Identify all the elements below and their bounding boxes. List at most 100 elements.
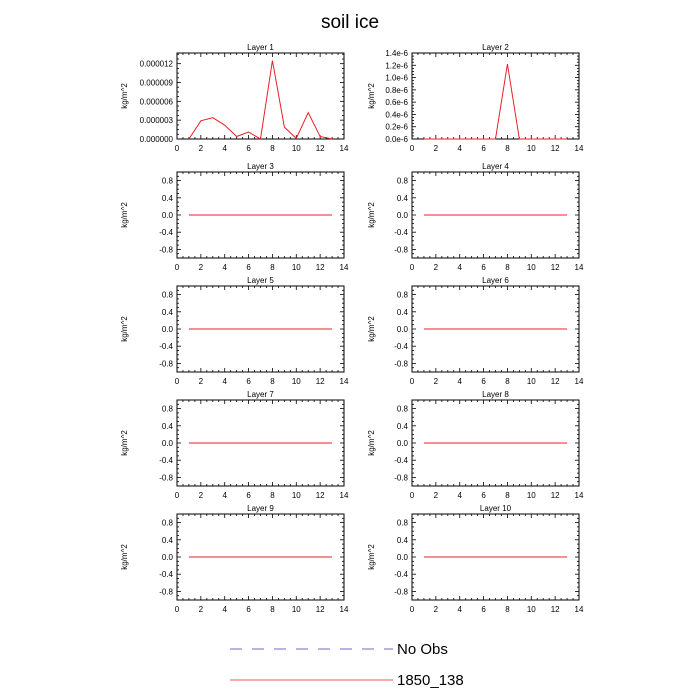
x-tick-label: 8 bbox=[505, 144, 510, 153]
x-tick-label: 8 bbox=[505, 377, 510, 386]
panel-title: Layer 8 bbox=[482, 390, 509, 399]
y-tick-label: -0.4 bbox=[394, 228, 408, 237]
y-tick-label: -0.4 bbox=[394, 342, 408, 351]
x-tick-label: 8 bbox=[270, 377, 275, 386]
y-tick-label: 0.8 bbox=[162, 405, 174, 414]
x-tick-label: 8 bbox=[505, 263, 510, 272]
x-tick-label: 2 bbox=[199, 377, 204, 386]
x-tick-label: 14 bbox=[575, 491, 584, 500]
y-tick-label: 0.8 bbox=[397, 519, 409, 528]
x-tick-label: 8 bbox=[270, 144, 275, 153]
x-tick-label: 2 bbox=[434, 605, 439, 614]
x-tick-label: 4 bbox=[222, 144, 227, 153]
x-tick-label: 14 bbox=[340, 605, 349, 614]
x-tick-label: 6 bbox=[246, 491, 251, 500]
y-tick-label: -0.4 bbox=[159, 342, 173, 351]
series-line bbox=[423, 63, 568, 140]
x-tick-label: 4 bbox=[457, 144, 462, 153]
y-axis-label: kg/m^2 bbox=[120, 544, 129, 570]
y-tick-label: -0.4 bbox=[159, 456, 173, 465]
y-tick-label: 0.2e-6 bbox=[385, 123, 408, 132]
x-tick-label: 10 bbox=[527, 491, 536, 500]
x-tick-label: 12 bbox=[316, 263, 325, 272]
y-tick-label: 0.0 bbox=[397, 439, 409, 448]
x-tick-label: 14 bbox=[340, 491, 349, 500]
x-tick-label: 14 bbox=[575, 377, 584, 386]
y-axis-label: kg/m^2 bbox=[367, 83, 376, 109]
x-tick-label: 8 bbox=[270, 491, 275, 500]
x-tick-label: 4 bbox=[457, 491, 462, 500]
x-tick-label: 4 bbox=[222, 377, 227, 386]
x-tick-label: 12 bbox=[316, 491, 325, 500]
x-tick-label: 0 bbox=[175, 377, 180, 386]
x-tick-label: 6 bbox=[481, 144, 486, 153]
y-tick-label: 0.0 bbox=[162, 325, 174, 334]
x-tick-label: 10 bbox=[292, 605, 301, 614]
x-tick-label: 10 bbox=[292, 377, 301, 386]
y-tick-label: 0.0 bbox=[397, 211, 409, 220]
panel-layer-7: Layer 7 0 2 4 6 8 10 12 14 -0.8 -0.4 0.0 0.4 0.8 kg/m^… bbox=[120, 390, 349, 500]
panel-layer-8: Layer 8 0 2 4 6 8 10 12 14 -0.8 -0.4 0.0 0.4 0.8 kg/m^… bbox=[367, 390, 584, 500]
y-tick-label: 0.0e-6 bbox=[385, 135, 408, 144]
y-axis-label: kg/m^2 bbox=[120, 430, 129, 456]
x-tick-label: 12 bbox=[551, 144, 560, 153]
y-axis-label: kg/m^2 bbox=[367, 202, 376, 228]
x-tick-label: 0 bbox=[410, 491, 415, 500]
y-tick-label: 0.4 bbox=[162, 194, 174, 203]
x-tick-label: 0 bbox=[175, 491, 180, 500]
x-tick-label: 8 bbox=[270, 605, 275, 614]
x-tick-label: 0 bbox=[410, 144, 415, 153]
panel-title: Layer 9 bbox=[247, 504, 274, 513]
panel-title: Layer 2 bbox=[482, 43, 509, 52]
x-tick-label: 0 bbox=[410, 377, 415, 386]
y-tick-label: 1.4e-6 bbox=[385, 49, 408, 58]
x-tick-label: 2 bbox=[434, 491, 439, 500]
x-tick-label: 0 bbox=[410, 263, 415, 272]
y-tick-label: 0.6e-6 bbox=[385, 98, 408, 107]
x-tick-label: 2 bbox=[199, 263, 204, 272]
x-tick-label: 6 bbox=[246, 377, 251, 386]
x-tick-label: 10 bbox=[527, 263, 536, 272]
x-tick-label: 8 bbox=[505, 605, 510, 614]
x-tick-label: 8 bbox=[270, 263, 275, 272]
x-tick-label: 10 bbox=[292, 263, 301, 272]
x-tick-label: 12 bbox=[551, 377, 560, 386]
x-tick-label: 14 bbox=[340, 144, 349, 153]
y-tick-label: 0.8 bbox=[162, 291, 174, 300]
legend-item: No Obs bbox=[230, 641, 448, 658]
y-tick-label: -0.8 bbox=[394, 473, 408, 482]
x-tick-label: 2 bbox=[434, 144, 439, 153]
x-tick-label: 4 bbox=[457, 377, 462, 386]
panel-title: Layer 4 bbox=[482, 162, 509, 171]
y-tick-label: 0.000003 bbox=[140, 116, 174, 125]
x-tick-label: 12 bbox=[316, 377, 325, 386]
x-tick-label: 12 bbox=[551, 491, 560, 500]
panels: Layer 10 2 4 6 8 10 12 140.0000000.0000030.0000… bbox=[120, 43, 584, 614]
y-axis-label: kg/m^2 bbox=[367, 316, 376, 342]
y-axis-label: kg/m^2 bbox=[367, 430, 376, 456]
x-tick-label: 0 bbox=[175, 263, 180, 272]
x-tick-label: 10 bbox=[527, 377, 536, 386]
y-tick-label: 0.4 bbox=[162, 308, 174, 317]
y-tick-label: 0.4 bbox=[162, 536, 174, 545]
x-tick-label: 2 bbox=[434, 263, 439, 272]
y-tick-label: 0.000009 bbox=[140, 79, 174, 88]
y-tick-label: 1.0e-6 bbox=[385, 74, 408, 83]
x-tick-label: 14 bbox=[575, 263, 584, 272]
y-tick-label: 0.4 bbox=[397, 536, 409, 545]
y-tick-label: 0.000012 bbox=[140, 60, 174, 69]
x-tick-label: 4 bbox=[222, 605, 227, 614]
panel-layer-4: Layer 4 0 2 4 6 8 10 12 14 -0.8 -0.4 0.0 0.4 0.8 kg/m^… bbox=[367, 162, 584, 272]
y-tick-label: 0.000000 bbox=[140, 135, 174, 144]
y-tick-label: 0.0 bbox=[397, 553, 409, 562]
panel-layer-3: Layer 3 0 2 4 6 8 10 12 14 -0.8 -0.4 0.0 0.4 0.8 kg/m^… bbox=[120, 162, 349, 272]
legend-item: 1850_138 bbox=[230, 672, 464, 689]
x-tick-label: 14 bbox=[340, 377, 349, 386]
x-tick-label: 14 bbox=[340, 263, 349, 272]
x-tick-label: 6 bbox=[246, 605, 251, 614]
panel-title: Layer 1 bbox=[247, 43, 274, 52]
y-tick-label: -0.8 bbox=[394, 245, 408, 254]
panel-title: Layer 5 bbox=[247, 276, 274, 285]
x-tick-label: 6 bbox=[481, 263, 486, 272]
series-line bbox=[188, 60, 333, 140]
